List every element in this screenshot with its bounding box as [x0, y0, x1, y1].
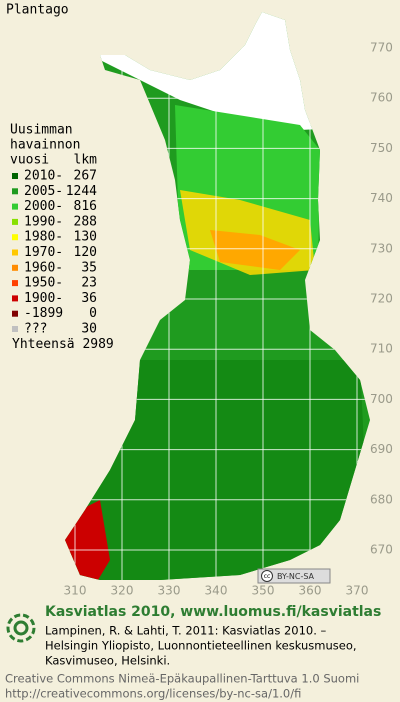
footer-headline: Kasviatlas 2010, www.luomus.fi/kasviatla…: [45, 604, 381, 620]
legend-count: 1244: [66, 184, 97, 199]
y-tick-label: 760: [370, 91, 393, 105]
y-tick-label: 700: [370, 392, 393, 406]
legend-total: Yhteensä 2989: [12, 337, 114, 352]
y-tick-label: 710: [370, 342, 393, 356]
y-tick-label: 770: [370, 41, 393, 55]
citation: Helsingin Yliopisto, Luonnontieteellinen…: [45, 639, 357, 653]
legend-count: 0: [89, 306, 97, 321]
legend-swatch: [12, 188, 18, 195]
y-tick-label: 730: [370, 241, 393, 255]
y-tick-label: 690: [370, 442, 393, 456]
legend-label: 2005-: [24, 184, 63, 199]
legend-swatch: [12, 249, 18, 256]
legend-swatch: [12, 295, 18, 302]
x-tick-label: 330: [158, 584, 181, 598]
y-tick-label: 750: [370, 141, 393, 155]
x-tick-label: 340: [205, 584, 228, 598]
logo: [6, 613, 36, 643]
badge-box: [257, 568, 331, 584]
legend-swatch: [12, 203, 18, 210]
legend-label: ???: [24, 322, 47, 337]
x-tick-label: 320: [111, 584, 134, 598]
legend-swatch: [12, 218, 18, 225]
orange-patch: [210, 230, 300, 270]
legend-label: 2000-: [24, 199, 63, 214]
badge-circle: [261, 570, 273, 582]
legend-swatch: [12, 234, 18, 241]
legend-count-heading: lkm: [74, 153, 98, 168]
legend-label: 2010-: [24, 169, 63, 184]
badge-icon: cc: [264, 573, 271, 580]
legend-heading: vuosi: [10, 153, 49, 168]
y-tick-label: 680: [370, 492, 393, 506]
x-tick-label: 360: [299, 584, 322, 598]
citation: Kasvimuseo, Helsinki.: [45, 654, 170, 668]
logo-core: [13, 620, 29, 636]
badge-text: BY-NC-SA: [277, 572, 315, 581]
legend-swatch: [12, 326, 18, 332]
legend-heading: havainnon: [10, 138, 80, 153]
license: Creative Commons Nimeä-Epäkaupallinen-Ta…: [5, 672, 359, 686]
lapland-white: [100, 12, 370, 130]
legend-swatch: [12, 280, 18, 287]
legend-label: 1980-: [24, 230, 63, 245]
legend-label: 1950-: [24, 276, 63, 291]
legend-count: 816: [74, 199, 97, 214]
legend-swatch: [12, 264, 18, 271]
legend-count: 30: [81, 322, 97, 337]
legend-count: 23: [81, 276, 97, 291]
legend-heading: Uusimman: [10, 123, 73, 138]
legend-count: 130: [74, 230, 97, 245]
legend-count: 120: [74, 245, 97, 260]
south-patch: [65, 360, 370, 580]
legend-count: 288: [74, 214, 97, 229]
legend-swatch: [12, 310, 18, 317]
citation: Lampinen, R. & Lahti, T. 2011: Kasviatla…: [45, 624, 327, 638]
y-tick-label: 720: [370, 292, 393, 306]
legend-label: 1900-: [24, 291, 63, 306]
legend-label: 1970-: [24, 245, 63, 260]
legend-count: 36: [81, 291, 97, 306]
license-badge: cc BY-NC-SA: [257, 568, 331, 584]
legend-count: 267: [74, 169, 97, 184]
logo-ring: [6, 613, 36, 643]
x-tick-label: 310: [64, 584, 87, 598]
y-tick-label: 670: [370, 543, 393, 557]
x-tick-label: 370: [346, 584, 369, 598]
legend-label: 1990-: [24, 214, 63, 229]
x-tick-label: 350: [252, 584, 275, 598]
legend-count: 35: [81, 260, 97, 275]
species-title: Plantago: [6, 3, 69, 18]
legend-label: 1960-: [24, 260, 63, 275]
y-tick-label: 740: [370, 191, 393, 205]
legend-label: -1899: [24, 306, 63, 321]
license: http://creativecommons.org/licenses/by-n…: [5, 687, 301, 701]
legend-swatch: [12, 173, 18, 179]
